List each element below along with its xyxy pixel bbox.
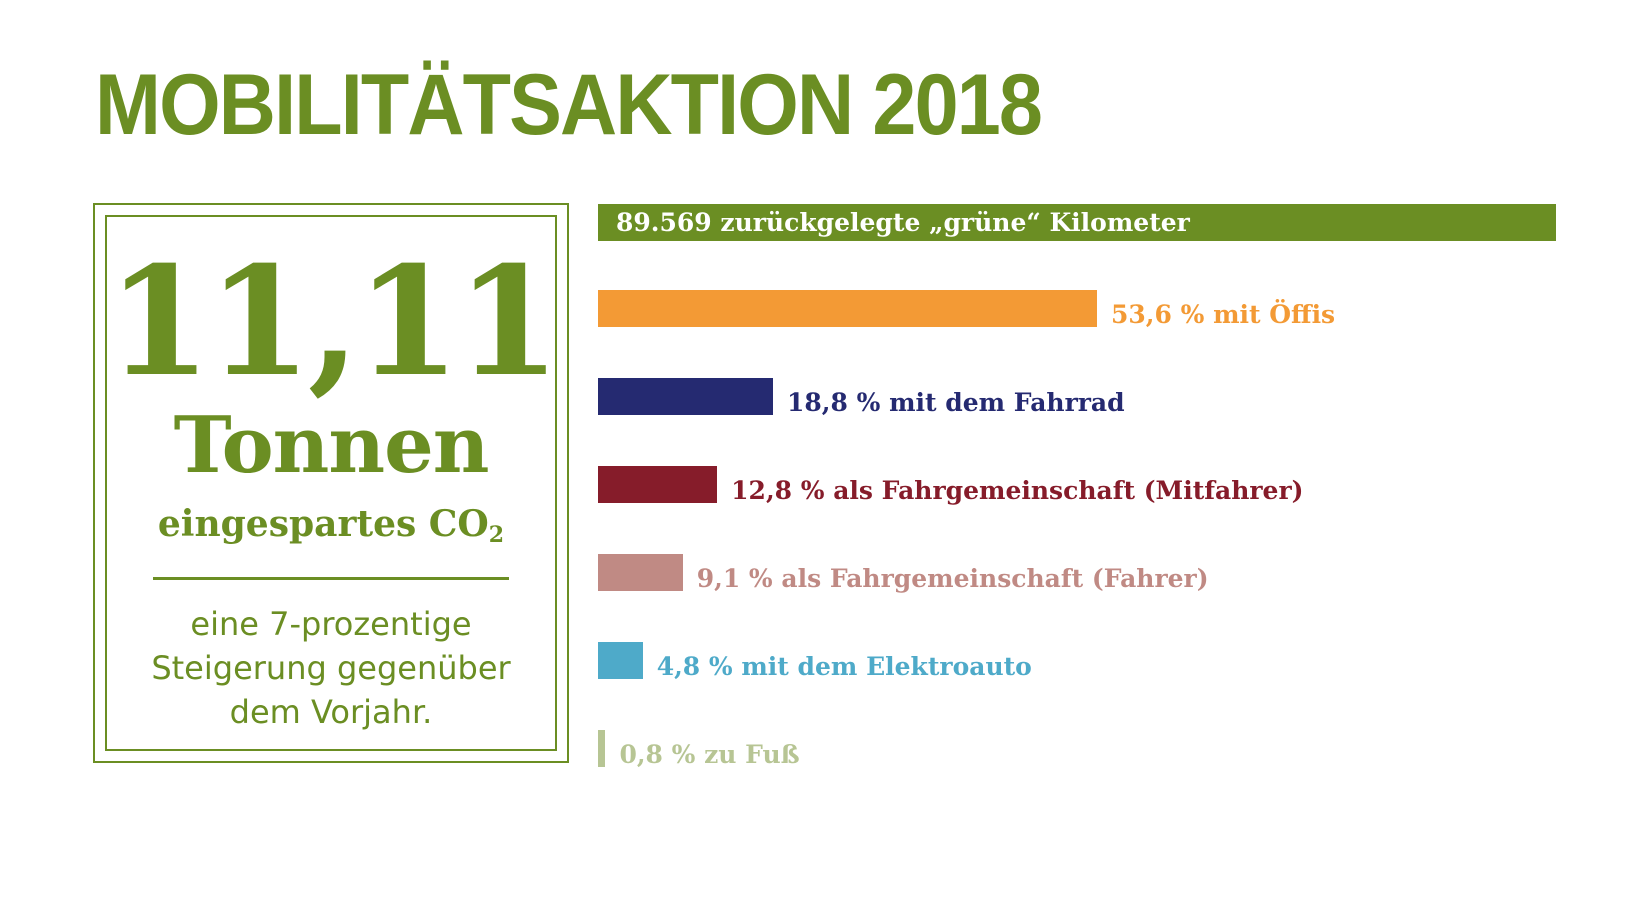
bar-label-4: 9,1 % als Fahrgemeinschaft (Fahrer)	[696, 564, 1209, 593]
co2-caption-text: eingespartes CO	[157, 503, 489, 545]
bar-label-2: 18,8 % mit dem Fahrrad	[787, 388, 1125, 417]
bar-3	[598, 466, 718, 503]
co2-subscript: 2	[488, 522, 505, 548]
bar-label-3: 12,8 % als Fahrgemeinschaft (Mitfahrer)	[731, 476, 1304, 505]
bar-1	[598, 290, 1098, 327]
co2-tonnes-unit: Tonnen	[173, 400, 490, 491]
increase-note-line-1: eine 7-prozentige	[190, 605, 472, 643]
bar-label-5: 4,8 % mit dem Elektroauto	[656, 652, 1032, 681]
bar-5	[598, 642, 643, 679]
bar-4	[598, 554, 683, 591]
increase-note-line-2: Steigerung gegenüber	[151, 649, 511, 687]
co2-stat-box: 11,11 Tonnen eingespartes CO2 eine 7-pro…	[93, 203, 569, 763]
bar-2	[598, 378, 774, 415]
bar-6	[598, 730, 606, 767]
increase-note: eine 7-prozentige Steigerung gegenüber d…	[107, 602, 555, 734]
page-title: MOBILITÄTSAKTION 2018	[95, 57, 1043, 153]
bar-label-1: 53,6 % mit Öffis	[1111, 300, 1336, 329]
stat-divider	[153, 577, 509, 580]
co2-stat-inner-frame: 11,11 Tonnen eingespartes CO2 eine 7-pro…	[105, 215, 561, 751]
co2-caption: eingespartes CO2	[107, 503, 555, 548]
kilometer-banner: 89.569 zurückgelegte „grüne“ Kilometer	[598, 204, 1556, 241]
bar-label-6: 0,8 % zu Fuß	[619, 740, 800, 769]
co2-tonnes-value: 11,11	[107, 234, 561, 410]
mobility-share-bar-chart: 53,6 % mit Öffis 18,8 % mit dem Fahrrad 12…	[598, 290, 1598, 780]
increase-note-line-3: dem Vorjahr.	[229, 693, 433, 731]
